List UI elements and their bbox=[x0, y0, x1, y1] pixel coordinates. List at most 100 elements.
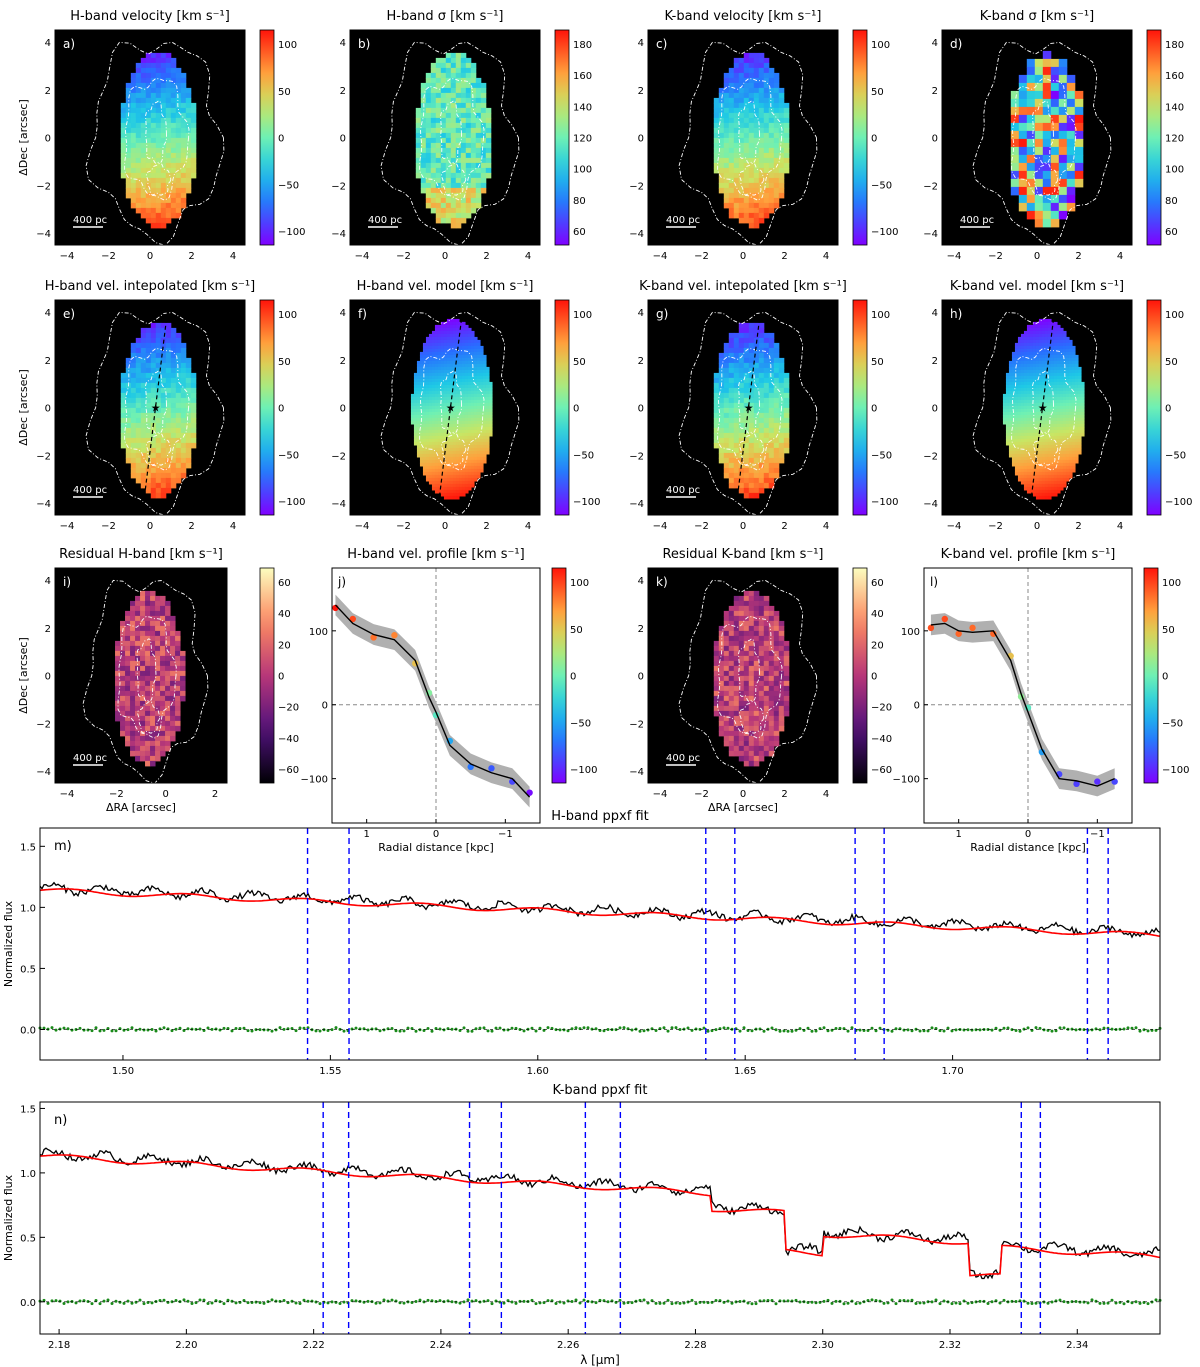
spaxel bbox=[1034, 122, 1044, 132]
model-pixel bbox=[1014, 447, 1019, 452]
spaxel bbox=[758, 62, 765, 69]
y-tick-label: −4 bbox=[331, 229, 346, 240]
y-tick-label: −4 bbox=[629, 499, 644, 510]
model-pixel bbox=[440, 426, 445, 431]
spaxel bbox=[430, 82, 437, 89]
spaxel bbox=[435, 127, 442, 134]
spaxel bbox=[763, 362, 770, 369]
spaxel bbox=[440, 217, 447, 224]
scale-bar-label: 400 pc bbox=[960, 215, 994, 226]
model-pixel bbox=[1023, 408, 1028, 413]
model-pixel bbox=[1071, 438, 1076, 443]
spaxel bbox=[435, 167, 442, 174]
model-pixel bbox=[1014, 345, 1019, 350]
spaxel bbox=[175, 422, 182, 429]
model-pixel bbox=[485, 366, 490, 371]
model-pixel bbox=[1059, 465, 1064, 470]
model-pixel bbox=[1041, 444, 1046, 449]
spaxel bbox=[738, 87, 745, 94]
model-pixel bbox=[1020, 348, 1025, 353]
spaxel bbox=[175, 457, 182, 464]
y-tick-label: 0 bbox=[932, 134, 938, 145]
model-pixel bbox=[482, 396, 487, 401]
model-pixel bbox=[482, 366, 487, 371]
spaxel bbox=[743, 142, 750, 149]
spaxel bbox=[170, 332, 177, 339]
model-pixel bbox=[458, 477, 463, 482]
model-pixel bbox=[434, 378, 439, 383]
model-pixel bbox=[422, 393, 427, 398]
spaxel bbox=[1050, 106, 1060, 116]
spaxel bbox=[145, 92, 152, 99]
spaxel bbox=[455, 147, 462, 154]
model-pixel bbox=[1029, 387, 1034, 392]
spaxel bbox=[135, 397, 142, 404]
model-pixel bbox=[1017, 387, 1022, 392]
spaxel bbox=[783, 372, 790, 379]
model-pixel bbox=[1047, 339, 1052, 344]
model-pixel bbox=[458, 438, 463, 443]
model-pixel bbox=[434, 408, 439, 413]
model-pixel bbox=[1014, 399, 1019, 404]
spaxel bbox=[125, 387, 132, 394]
spaxel bbox=[1058, 90, 1068, 100]
model-pixel bbox=[1065, 390, 1070, 395]
model-pixel bbox=[467, 411, 472, 416]
model-pixel bbox=[470, 423, 475, 428]
spaxel bbox=[758, 202, 765, 209]
spaxel bbox=[165, 137, 172, 144]
spaxel bbox=[728, 77, 735, 84]
spaxel bbox=[728, 132, 735, 139]
spaxel bbox=[130, 182, 137, 189]
model-pixel bbox=[419, 450, 424, 455]
model-pixel bbox=[419, 462, 424, 467]
spaxel bbox=[733, 87, 740, 94]
model-pixel bbox=[1077, 405, 1082, 410]
spaxel bbox=[160, 147, 167, 154]
spaxel bbox=[728, 122, 735, 129]
model-pixel bbox=[461, 375, 466, 380]
spaxel bbox=[160, 447, 167, 454]
model-pixel bbox=[1077, 438, 1082, 443]
spaxel bbox=[753, 422, 760, 429]
spaxel bbox=[748, 447, 755, 454]
model-pixel bbox=[1056, 432, 1061, 437]
spaxel bbox=[140, 407, 147, 414]
model-pixel bbox=[473, 393, 478, 398]
panel-title: H-band vel. model [km s⁻¹] bbox=[357, 279, 534, 294]
x-tick-label: −4 bbox=[947, 251, 962, 262]
spaxel bbox=[140, 167, 147, 174]
y-tick-label: 0 bbox=[45, 404, 51, 415]
model-pixel bbox=[428, 420, 433, 425]
model-pixel bbox=[476, 408, 481, 413]
spaxel bbox=[455, 92, 462, 99]
spaxel bbox=[778, 107, 785, 114]
model-pixel bbox=[1032, 423, 1037, 428]
spaxel bbox=[135, 92, 142, 99]
spaxel bbox=[728, 407, 735, 414]
model-pixel bbox=[482, 423, 487, 428]
spaxel bbox=[435, 117, 442, 124]
spaxel bbox=[165, 197, 172, 204]
spaxel bbox=[170, 407, 177, 414]
model-pixel bbox=[1011, 447, 1016, 452]
spaxel bbox=[420, 147, 427, 154]
spaxel bbox=[718, 442, 725, 449]
spaxel bbox=[170, 427, 177, 434]
y-tick-label: 2 bbox=[45, 356, 51, 367]
model-pixel bbox=[422, 429, 427, 434]
spaxel bbox=[738, 322, 745, 329]
spaxel bbox=[135, 452, 142, 459]
spaxel bbox=[718, 127, 725, 134]
spaxel bbox=[1026, 154, 1036, 164]
model-pixel bbox=[1050, 420, 1055, 425]
model-pixel bbox=[464, 333, 469, 338]
spaxel bbox=[165, 427, 172, 434]
model-pixel bbox=[1047, 342, 1052, 347]
model-pixel bbox=[1059, 435, 1064, 440]
spaxel bbox=[485, 142, 492, 149]
spaxel bbox=[1050, 114, 1060, 124]
model-pixel bbox=[470, 381, 475, 386]
x-tick-label: 0 bbox=[1034, 251, 1040, 262]
model-pixel bbox=[1032, 333, 1037, 338]
